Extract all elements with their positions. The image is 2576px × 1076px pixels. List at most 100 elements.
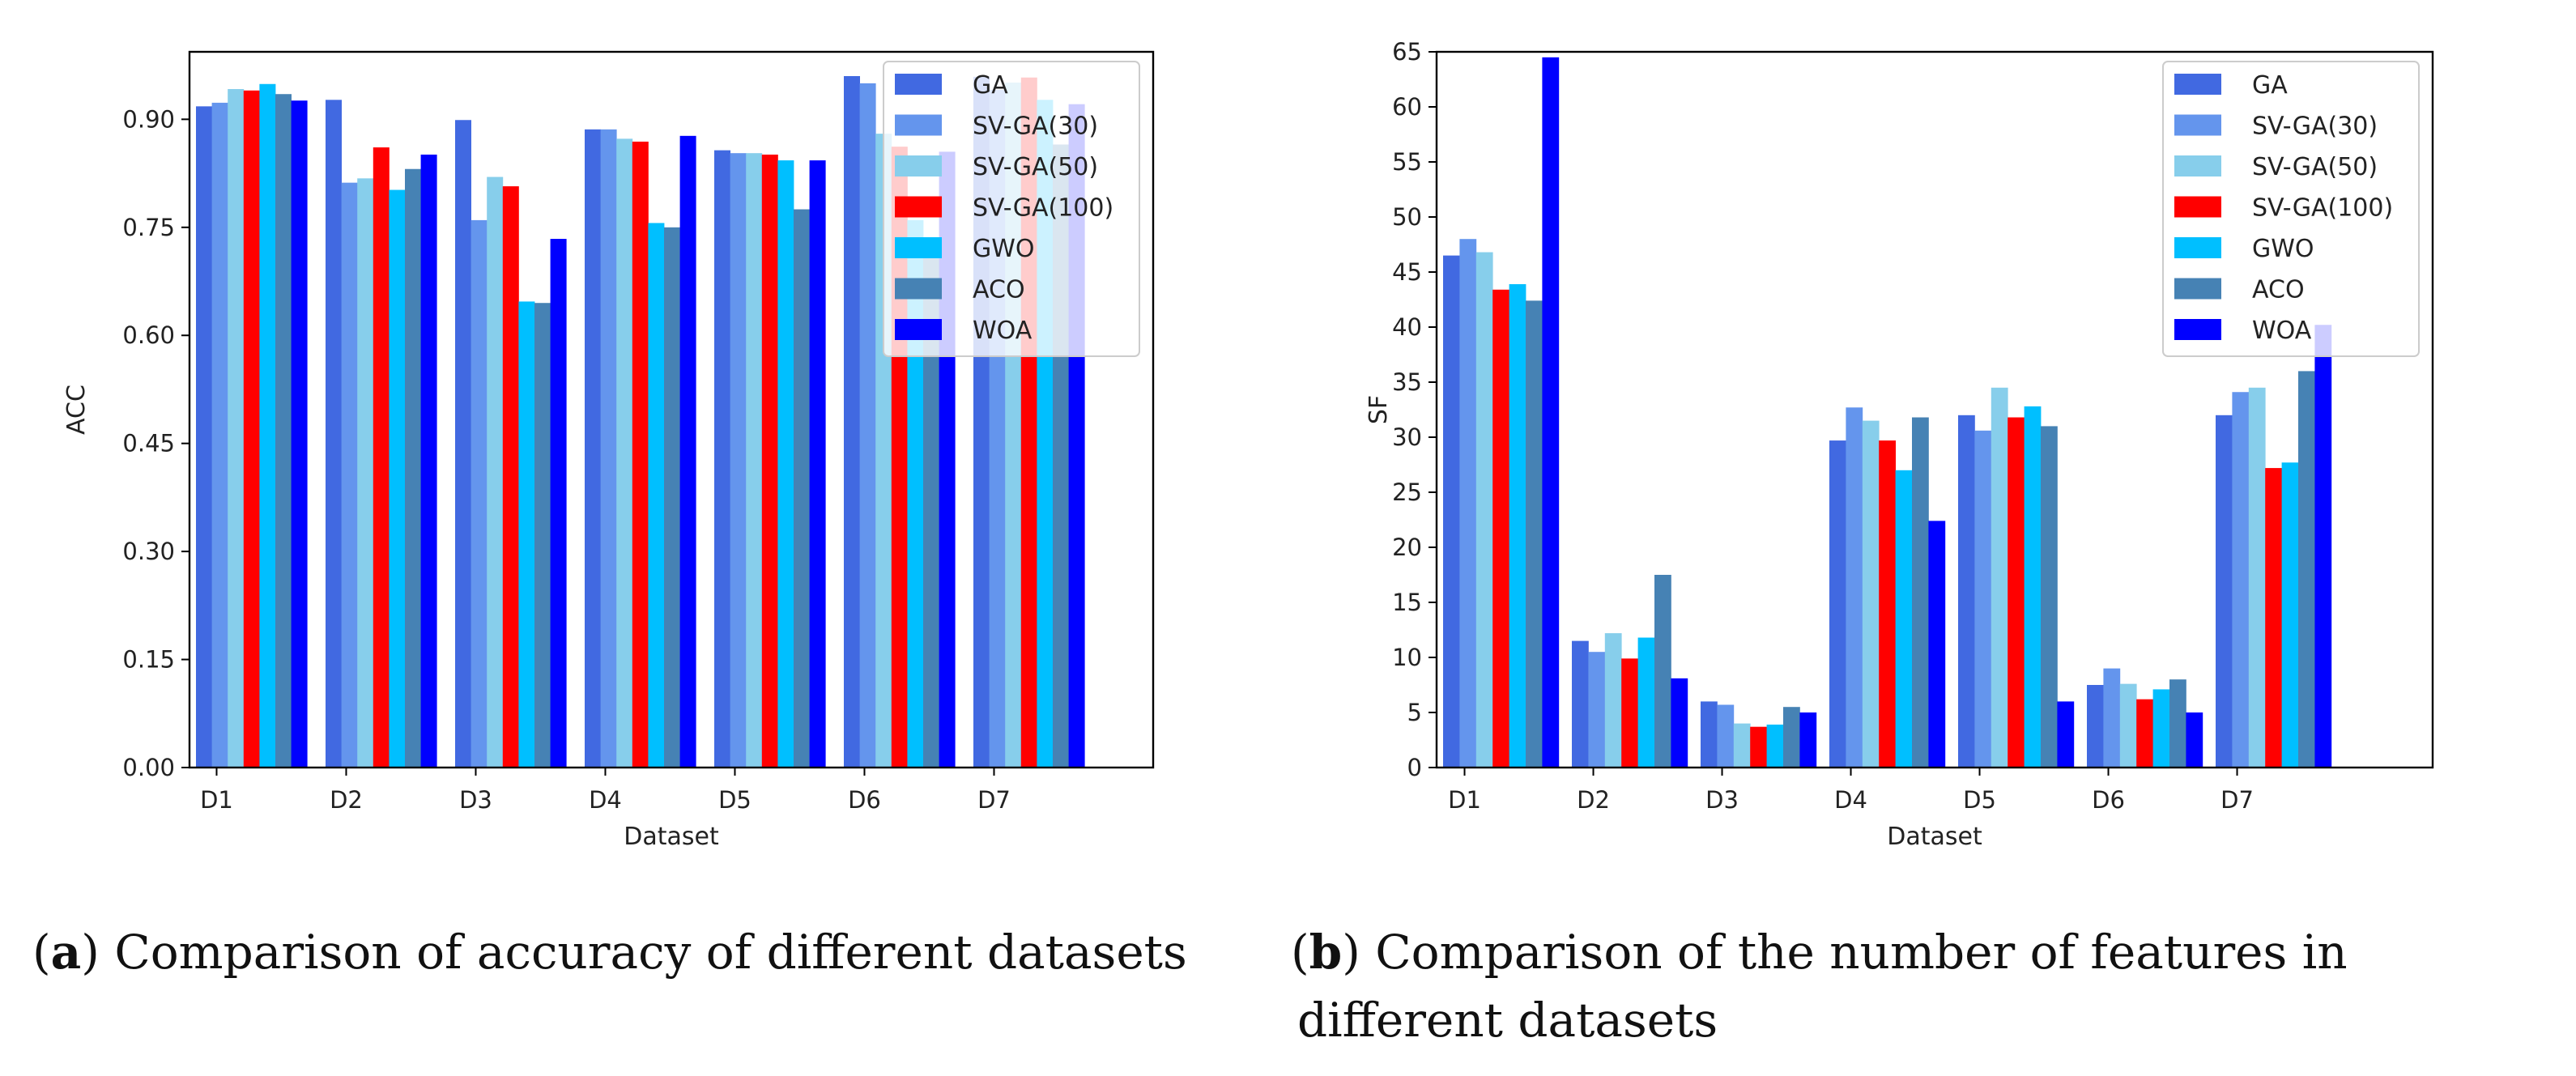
a-bar-D2-5 [405,168,421,768]
b-bar-D1-3 [1492,289,1509,768]
b-legend-label-2: SV-GA(50) [2252,153,2378,181]
caption-b: (b) Comparison of the number of features… [1291,925,2348,980]
b-bar-D6-0 [2087,685,2104,768]
a-bar-D3-1 [470,219,488,768]
caption-b-text-line2: different datasets [1297,993,1718,1048]
a-legend-label-6: WOA [973,317,1033,345]
b-ytick-label-13: 65 [1392,38,1422,66]
a-legend-label-0: GA [973,71,1008,100]
b-axes-frame [1435,50,2434,769]
a-bar-D1-5 [275,94,292,768]
a-legend-swatch-4 [895,237,942,258]
a-bar-D1-0 [196,106,212,768]
b-xtick-label-D4: D4 [1834,786,1867,814]
a-bar-D2-1 [341,182,358,768]
b-xtick-label-D1: D1 [1448,786,1481,814]
b-bar-D6-3 [2136,699,2153,768]
caption-b-label: b [1309,925,1343,980]
b-bar-D6-2 [2119,683,2137,768]
a-bar-D1-2 [228,88,245,768]
b-ytick-label-12: 60 [1392,93,1422,121]
a-xaxis-label: Dataset [624,823,719,851]
a-bar-D5-6 [809,160,826,768]
b-xaxis-label: Dataset [1887,823,1982,851]
a-bar-D4-6 [679,135,696,768]
b-bar-D4-0 [1829,440,1846,768]
a-bar-D4-4 [648,223,665,768]
caption-a-text: Comparison of accuracy of different data… [114,925,1187,980]
b-xtick-label-D5: D5 [1963,786,1996,814]
b-bar-D1-0 [1443,255,1460,768]
a-ytick-label-4: 0.60 [122,321,175,349]
b-bar-D1-5 [1526,300,1543,768]
b-bar-D7-0 [2216,415,2233,768]
a-ytick-label-6: 0.90 [122,105,175,133]
b-bar-D7-1 [2232,392,2250,768]
b-bar-D2-6 [1671,678,1688,768]
b-bar-D3-0 [1701,701,1718,768]
b-bar-D6-1 [2103,668,2121,768]
b-bar-D5-1 [1974,430,1992,768]
a-bar-D5-3 [761,154,778,768]
b-bar-D4-5 [1912,417,1929,768]
a-legend-box [883,61,1140,357]
b-bar-D1-1 [1459,239,1477,768]
a-bar-D4-5 [664,227,680,768]
b-bar-D1-2 [1475,252,1493,768]
a-bar-D3-0 [455,120,471,768]
a-legend-label-1: SV-GA(30) [973,113,1098,141]
a-ytick-label-3: 0.45 [122,430,175,457]
a-bar-D2-2 [357,178,374,768]
b-bar-D2-1 [1588,652,1606,768]
a-legend-label-4: GWO [973,235,1035,263]
a-bar-D6-0 [844,75,860,768]
b-xtick-label-D2: D2 [1577,786,1610,814]
b-bar-D3-6 [1799,712,1817,768]
b-ytick-label-4: 20 [1392,534,1422,561]
a-ytick-label-0: 0.00 [122,754,175,781]
a-bar-D6-1 [859,83,876,768]
a-bar-D5-2 [746,153,763,768]
b-ytick-label-1: 5 [1407,699,1422,726]
b-bar-D5-2 [1991,387,2008,768]
b-legend-swatch-4 [2174,237,2221,258]
a-ytick-label-2: 0.30 [122,538,175,565]
a-xtick-label-D6: D6 [848,786,881,814]
a-bar-D3-6 [550,239,567,768]
b-legend-swatch-2 [2174,155,2221,176]
b-bar-D7-6 [2314,325,2332,768]
a-xtick-label-D5: D5 [718,786,752,814]
a-legend-swatch-2 [895,155,942,176]
b-legend-label-0: GA [2252,71,2288,100]
a-bar-D1-3 [243,90,260,768]
a-bar-D1-4 [259,83,276,768]
b-legend-label-4: GWO [2252,235,2314,263]
a-bar-D1-6 [291,100,308,768]
b-bar-D2-2 [1604,633,1622,768]
a-bar-D2-0 [326,100,342,768]
a-bar-D5-5 [794,209,810,768]
a-xtick-label-D1: D1 [200,786,233,814]
b-xtick-label-D7: D7 [2220,786,2254,814]
a-xtick-label-D4: D4 [589,786,622,814]
a-legend-swatch-0 [895,74,942,95]
b-bar-D3-3 [1750,726,1767,768]
b-bar-D4-6 [1928,521,1946,768]
a-bar-D4-2 [616,138,633,768]
a-bar-D2-4 [389,189,406,768]
b-ytick-label-3: 15 [1392,589,1422,616]
b-bar-D4-2 [1862,420,1880,768]
b-ytick-label-5: 25 [1392,478,1422,506]
b-legend-label-3: SV-GA(100) [2252,194,2393,223]
b-bar-D5-0 [1958,415,1975,768]
a-bar-D3-4 [518,301,535,768]
b-bar-D2-3 [1621,658,1638,768]
a-xtick-label-D3: D3 [459,786,492,814]
b-ytick-label-7: 35 [1392,368,1422,396]
a-ytick-label-1: 0.15 [122,646,175,674]
b-ytick-label-9: 45 [1392,258,1422,286]
b-bar-D7-2 [2248,387,2266,768]
a-bar-D5-0 [714,150,730,768]
caption-a-label: a [50,925,82,980]
caption-b-text-line1: Comparison of the number of features in [1375,925,2348,980]
